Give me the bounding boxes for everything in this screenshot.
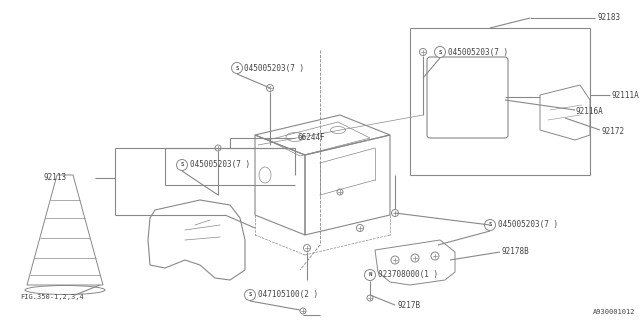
- Text: S: S: [248, 292, 252, 298]
- Text: S: S: [488, 222, 492, 228]
- Text: 023708000(1 ): 023708000(1 ): [378, 270, 438, 279]
- Circle shape: [177, 159, 188, 171]
- Text: 045005203(7 ): 045005203(7 ): [190, 161, 250, 170]
- Text: FIG.350-1,2,3,4: FIG.350-1,2,3,4: [20, 294, 84, 300]
- Text: 9217B: 9217B: [398, 300, 421, 309]
- Text: 045005203(7 ): 045005203(7 ): [448, 47, 508, 57]
- Text: 66244F: 66244F: [297, 133, 324, 142]
- Text: S: S: [236, 66, 239, 70]
- Text: 045005203(7 ): 045005203(7 ): [244, 63, 304, 73]
- Circle shape: [365, 269, 376, 281]
- Text: 92172: 92172: [601, 126, 624, 135]
- Text: 92111A: 92111A: [612, 91, 640, 100]
- Text: N: N: [369, 273, 372, 277]
- Text: S: S: [180, 163, 184, 167]
- Text: 047105100(2 ): 047105100(2 ): [258, 291, 318, 300]
- Circle shape: [484, 220, 495, 230]
- Text: S: S: [438, 50, 442, 54]
- Circle shape: [244, 290, 255, 300]
- Text: 92113: 92113: [43, 173, 66, 182]
- Text: 045005203(7 ): 045005203(7 ): [498, 220, 558, 229]
- Text: 92183: 92183: [597, 13, 620, 22]
- Text: A930001012: A930001012: [593, 309, 635, 315]
- Text: 92178B: 92178B: [502, 247, 530, 257]
- Circle shape: [232, 62, 243, 74]
- Circle shape: [435, 46, 445, 58]
- Text: 92116A: 92116A: [576, 108, 604, 116]
